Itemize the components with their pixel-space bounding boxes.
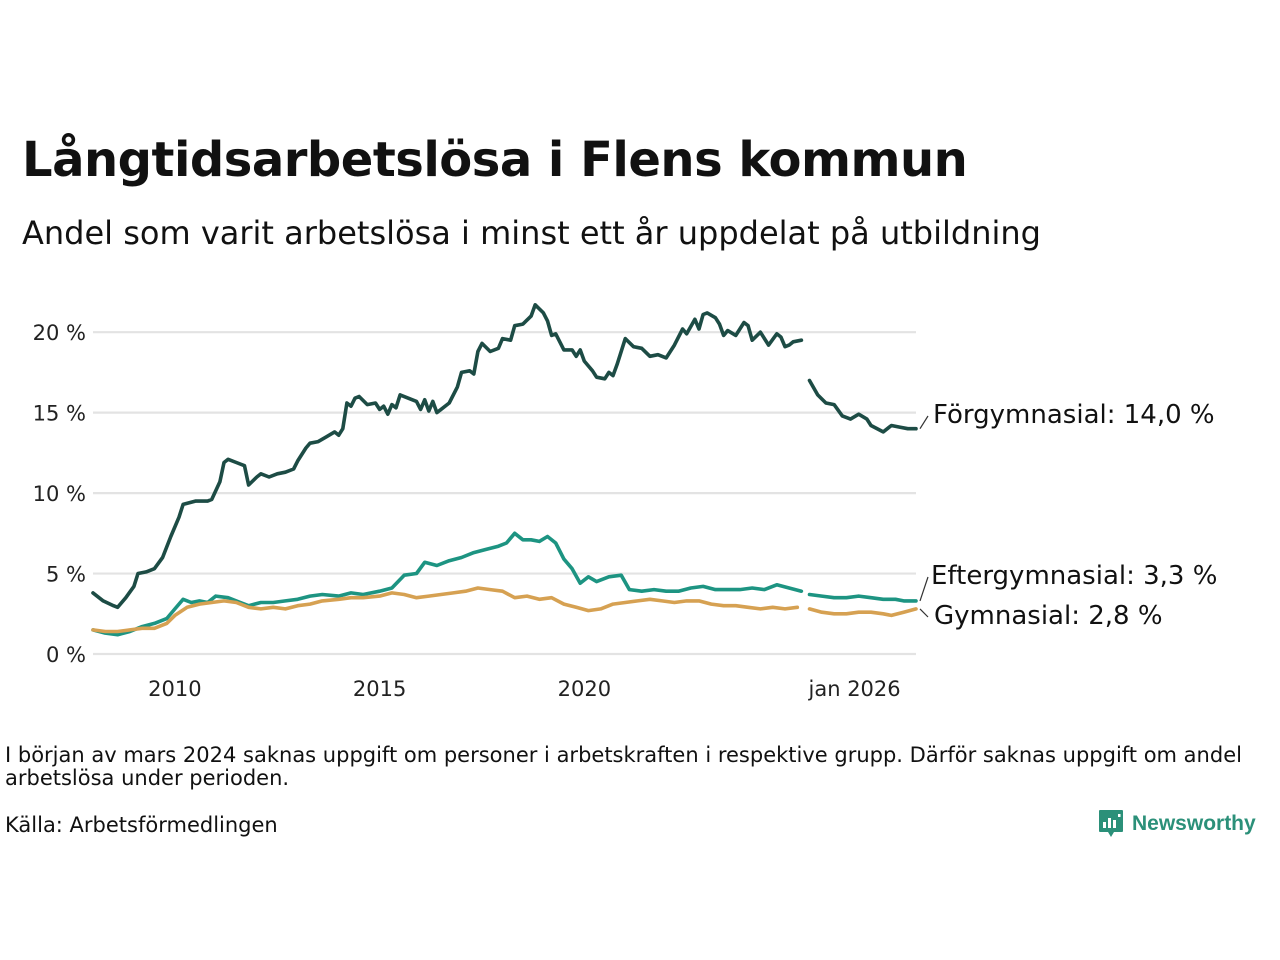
series-lines — [91, 303, 918, 637]
gridlines — [93, 331, 916, 656]
series-line-eftergymnasial-before-gap — [91, 531, 804, 637]
y-tick-label: 5 % — [46, 563, 86, 587]
y-axis-labels: 0 % 5 % 10 % 15 % 20 % — [33, 321, 86, 667]
series-end-label-gymnasial: Gymnasial: 2,8 % — [934, 601, 1163, 631]
newsworthy-logo: Newsworthy — [1098, 808, 1256, 840]
x-tick-label: 2020 — [558, 677, 611, 701]
newsworthy-logo-text: Newsworthy — [1132, 812, 1256, 835]
series-end-label-förgymnasial: Förgymnasial: 14,0 % — [933, 400, 1215, 430]
chart-subtitle: Andel som varit arbetslösa i minst ett å… — [22, 214, 1041, 252]
series-line-förgymnasial-after-gap — [807, 378, 918, 434]
x-axis-labels: 2010 2015 2020 jan 2026 — [148, 677, 900, 701]
series-label-leader — [919, 415, 929, 430]
source-note: Källa: Arbetsförmedlingen — [5, 813, 278, 837]
series-end-label-eftergymnasial: Eftergymnasial: 3,3 % — [931, 561, 1217, 591]
series-label-leader — [919, 576, 929, 602]
y-tick-label: 20 % — [33, 321, 86, 345]
series-end-labels: Förgymnasial: 14,0 % Eftergymnasial: 3,3 … — [919, 400, 1217, 631]
x-tick-label: 2010 — [148, 677, 201, 701]
y-tick-label: 0 % — [46, 643, 86, 667]
x-tick-label: jan 2026 — [808, 677, 901, 701]
series-line-eftergymnasial-after-gap — [807, 592, 918, 603]
footnote: I början av mars 2024 saknas uppgift om … — [5, 743, 1242, 790]
newsworthy-logo-icon — [1099, 810, 1123, 837]
y-tick-label: 15 % — [33, 402, 86, 426]
chart-title: Långtidsarbetslösa i Flens kommun — [22, 132, 968, 188]
series-line-gymnasial-before-gap — [91, 586, 800, 634]
series-label-leader — [919, 608, 929, 618]
series-line-gymnasial-after-gap — [807, 607, 918, 618]
line-chart: 0 %5 %10 %15 %20 % 2010 2015 2020 jan 2026 … — [33, 303, 1217, 701]
y-tick-label: 10 % — [33, 482, 86, 506]
x-tick-label: 2015 — [353, 677, 406, 701]
series-line-förgymnasial-before-gap — [91, 303, 804, 610]
